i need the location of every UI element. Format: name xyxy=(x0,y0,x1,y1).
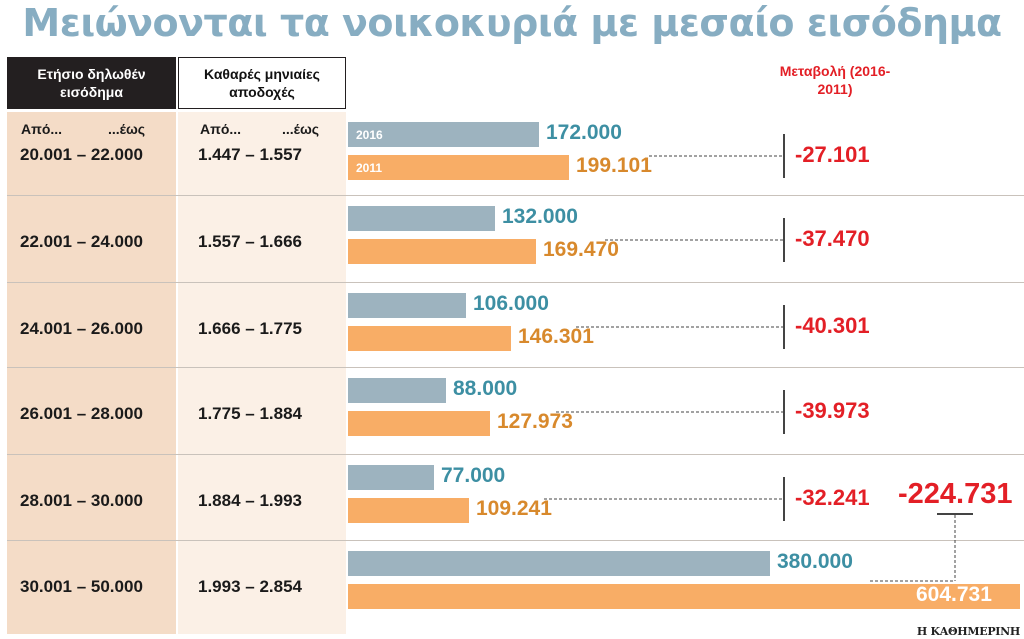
value-2016: 172.000 xyxy=(546,121,622,144)
bar-2016 xyxy=(348,122,539,147)
change-value: -37.470 xyxy=(795,226,870,251)
header-change: Μεταβολή (2016-2011) xyxy=(779,63,891,97)
income-from-label: Από... xyxy=(21,121,63,137)
bar-2016 xyxy=(348,551,770,576)
row-divider xyxy=(7,367,1024,368)
bar-2011 xyxy=(348,239,536,264)
row-divider xyxy=(7,195,1024,196)
row-divider xyxy=(7,540,1024,541)
monthly-range: 1.666 – 1.775 xyxy=(198,319,302,338)
bar-2011 xyxy=(348,411,490,436)
bar-2016 xyxy=(348,206,495,231)
row-divider xyxy=(7,454,1024,455)
value-2016: 106.000 xyxy=(473,292,549,315)
bar-2016 xyxy=(348,378,446,403)
bar-2011 xyxy=(348,498,469,523)
income-column xyxy=(7,112,176,634)
change-value: -27.101 xyxy=(795,142,870,167)
bar-2016 xyxy=(348,465,434,490)
monthly-column xyxy=(178,112,346,634)
value-2016: 132.000 xyxy=(502,205,578,228)
value-2016: 380.000 xyxy=(777,550,853,573)
change-value: -32.241 xyxy=(795,485,870,510)
monthly-to-label: ...έως xyxy=(282,121,320,137)
total-change: -224.731 xyxy=(898,478,1013,510)
income-range: 28.001 – 30.000 xyxy=(20,491,143,510)
bar-2011 xyxy=(348,155,569,180)
bar-2016 xyxy=(348,293,466,318)
monthly-range: 1.884 – 1.993 xyxy=(198,491,302,510)
income-range: 26.001 – 28.000 xyxy=(20,404,143,423)
change-value: -39.973 xyxy=(795,398,870,423)
series-label-2016: 2016 xyxy=(356,128,383,142)
header-monthly-earnings: Καθαρές μηνιαίες αποδοχές xyxy=(178,57,346,109)
value-2011: 169.470 xyxy=(543,238,619,261)
value-2016: 88.000 xyxy=(453,377,518,400)
value-2011: 604.731 xyxy=(916,583,992,606)
income-to-label: ...έως xyxy=(108,121,146,137)
value-2011: 127.973 xyxy=(497,410,573,433)
change-value: -40.301 xyxy=(795,313,870,338)
credit-logo: Η ΚΑΘΗΜΕΡΙΝΗ xyxy=(916,625,1020,638)
income-range: 22.001 – 24.000 xyxy=(20,232,143,251)
value-2016: 77.000 xyxy=(441,464,506,487)
monthly-range: 1.557 – 1.666 xyxy=(198,232,302,251)
income-range: 24.001 – 26.000 xyxy=(20,319,143,338)
income-range: 30.001 – 50.000 xyxy=(20,577,143,596)
income-range: 20.001 – 22.000 xyxy=(20,145,143,164)
bar-2011 xyxy=(348,584,1020,609)
monthly-range: 1.993 – 2.854 xyxy=(198,577,302,596)
bar-2011 xyxy=(348,326,511,351)
series-label-2011: 2011 xyxy=(356,161,383,175)
monthly-from-label: Από... xyxy=(200,121,242,137)
monthly-range: 1.775 – 1.884 xyxy=(198,404,302,423)
chart-title: Μειώνονται τα νοικοκυριά με μεσαίο εισόδ… xyxy=(22,1,1002,45)
value-2011: 199.101 xyxy=(576,154,652,177)
value-2011: 109.241 xyxy=(476,497,552,520)
value-2011: 146.301 xyxy=(518,325,594,348)
header-annual-income: Ετήσιο δηλωθέν εισόδημα xyxy=(7,57,176,109)
monthly-range: 1.447 – 1.557 xyxy=(198,145,302,164)
row-divider xyxy=(7,282,1024,283)
